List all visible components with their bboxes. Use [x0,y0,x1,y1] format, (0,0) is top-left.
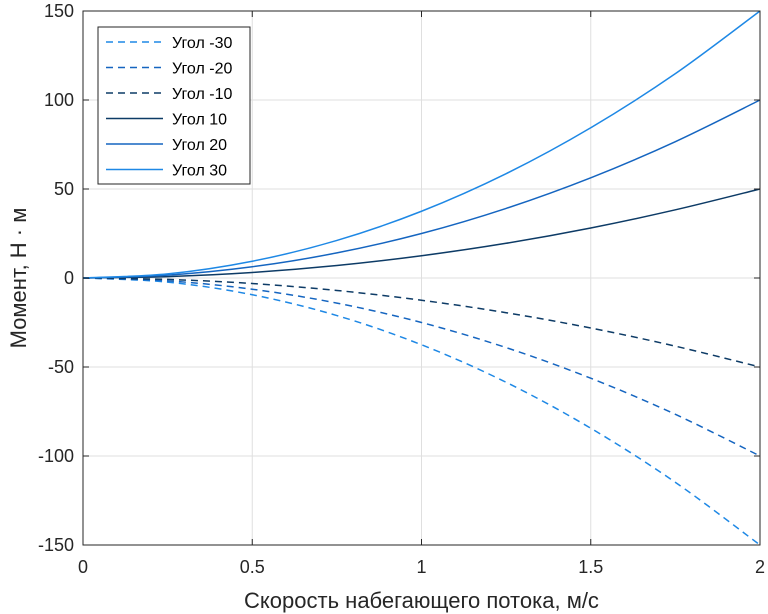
x-tick-label: 0 [78,557,88,577]
y-tick-label: 0 [64,268,74,288]
x-axis-label: Скорость набегающего потока, м/с [244,588,599,613]
y-tick-label: 50 [54,179,74,199]
y-tick-label: -150 [38,535,74,555]
y-tick-label: 150 [44,1,74,21]
series-line [82,99,761,279]
series-line [82,188,761,279]
legend-label: Угол 10 [172,112,227,129]
series-line [82,10,761,279]
legend-label: Угол -30 [172,35,232,52]
grid [82,10,761,546]
series-line [82,277,761,546]
series-line [82,277,761,457]
y-tick-label: -100 [38,446,74,466]
legend: Угол -30 Угол -20 Угол -10 Угол 10 Угол 20 Уг… [97,26,251,185]
x-tick-label: 1.5 [578,557,603,577]
ticks [82,10,761,546]
legend-label: Угол 20 [172,137,227,154]
x-tick-label: 1 [416,557,426,577]
legend-label: Угол -20 [172,61,232,78]
y-tick-label: 100 [44,90,74,110]
series-line [82,277,761,368]
tick-labels: 0 0.5 1 1.5 2 -150 -100 -50 0 50 100 150 [38,1,765,577]
y-axis-label: Момент, Н · м [6,208,31,349]
legend-box [97,26,251,185]
x-tick-label: 2 [755,557,765,577]
y-tick-label: -50 [48,357,74,377]
x-tick-label: 0.5 [240,557,265,577]
series-layer [82,10,761,546]
legend-label: Угол 30 [172,163,227,180]
legend-label: Угол -10 [172,86,232,103]
